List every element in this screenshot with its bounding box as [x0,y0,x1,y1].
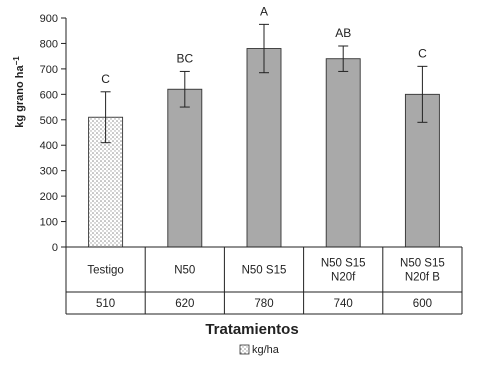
y-tick-label: 900 [40,13,58,25]
significance-label: A [260,4,268,18]
significance-label: C [101,72,110,86]
y-tick-label: 100 [40,217,58,229]
y-tick-label: 600 [40,89,58,101]
category-table: Testigo 510 N50 620 N50 S15 780 N50 S15 N20f 740… [65,246,463,315]
y-tick-label: 500 [40,115,58,127]
category-label: N50 S15 [242,265,287,277]
legend: kg/ha [239,344,280,356]
legend-label: kg/ha [252,344,280,356]
table-value-label: 740 [334,298,353,310]
table-value-label: 620 [175,298,194,310]
error-bars [100,23,428,144]
bar-4 [325,58,361,248]
y-tick-label: 800 [40,38,58,50]
legend-swatch [239,344,250,355]
y-tick-label: 200 [40,191,58,203]
category-label: N50 S15 N20f [321,258,366,284]
significance-letters: C BC A AB C [101,4,427,85]
significance-label: AB [335,26,351,40]
y-tick-label: 300 [40,166,58,178]
table-value-label: 780 [254,298,273,310]
table-value-label: 600 [413,298,432,310]
bar-3 [246,48,282,248]
y-tick-label: 700 [40,64,58,76]
significance-label: BC [176,51,193,65]
y-tick-label: 400 [40,140,58,152]
y-tick-label: 0 [52,242,58,254]
table-value-label: 510 [96,298,115,310]
category-label: N50 [174,265,195,277]
significance-label: C [418,46,427,60]
x-axis-label: Tratamientos [205,321,298,338]
y-axis: 0 100 200 300 400 500 600 700 800 900 [40,13,67,254]
category-label: N50 S15 N20f B [400,258,445,284]
bars [88,48,440,248]
bar-2 [167,88,203,248]
category-label: Testigo [87,265,123,277]
y-axis-label: kg grano ha−1 [12,56,26,128]
